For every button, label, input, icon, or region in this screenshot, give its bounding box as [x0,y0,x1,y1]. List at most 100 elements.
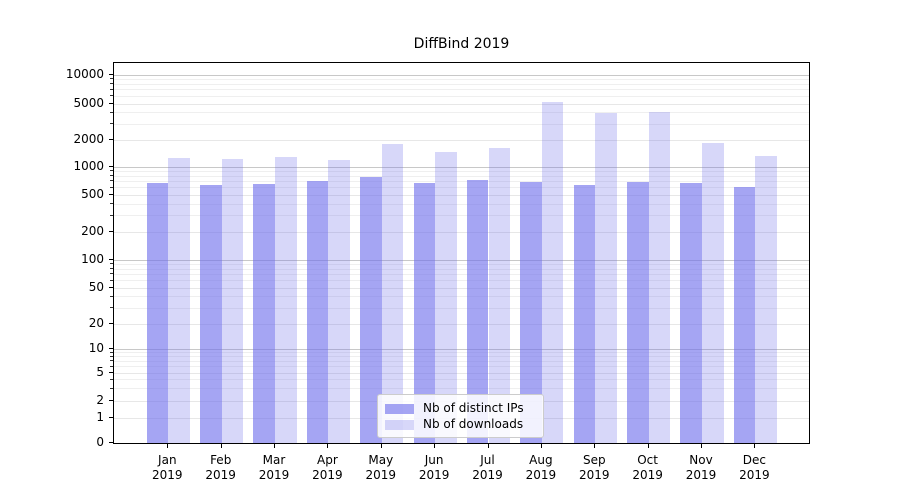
x-tick-label-jul: Jul 2019 [458,453,518,483]
y-tick-label: 50 [88,280,104,294]
y-tick-mark [109,323,113,324]
y-minor-tick-mark [110,365,113,367]
y-gridline-5 [114,372,809,374]
x-tick-mark [220,444,222,448]
x-tick-mark [540,444,542,448]
y-gridline-minor [114,83,809,85]
bar-downloads-nov [702,142,724,443]
x-tick-label-mar: Mar 2019 [244,453,304,483]
month-name: Mar [262,453,286,467]
y-tick-mark [109,400,113,401]
y-tick-label: 5 [96,365,104,379]
y-gridline-minor [114,123,809,125]
y-gridline-50 [114,287,809,289]
bar-distinct-ips-aug [520,181,542,443]
y-tick-label: 1 [96,410,104,424]
y-gridline-20 [114,323,809,325]
y-gridline-500 [114,194,809,196]
y-gridline-minor [114,170,809,172]
bar-downloads-jun [435,151,457,443]
y-minor-tick-mark [110,355,113,357]
bar-downloads-oct [648,112,671,443]
legend-row-distinct-ips: Nb of distinct IPs [385,401,535,416]
y-minor-tick-mark [110,88,113,90]
y-minor-tick-mark [110,360,113,362]
bar-distinct-ips-dec [733,186,756,443]
bar-downloads-jul [488,148,511,443]
bar-distinct-ips-oct [627,181,649,443]
y-gridline-1000 [114,166,809,168]
x-tick-label-aug: Aug 2019 [511,453,571,483]
bar-distinct-ips-feb [200,185,222,443]
x-tick-label-jan: Jan 2019 [137,453,197,483]
x-tick-mark [754,444,756,448]
y-tick-label: 10000 [65,67,104,81]
month-name: Nov [689,453,713,467]
y-gridline-minor [114,296,809,298]
bar-distinct-ips-jan [146,183,169,443]
bar-distinct-ips-sep [573,185,596,443]
y-gridline-minor [114,78,809,80]
y-minor-tick-mark [110,295,113,297]
legend-row-downloads: Nb of downloads [385,417,535,432]
y-tick-label: 2000 [73,132,104,146]
y-gridline-minor [114,112,809,114]
y-tick-label: 2 [96,393,104,407]
y-gridline-minor [114,388,809,390]
y-tick-mark [109,139,113,140]
y-tick-label: 200 [81,224,104,238]
y-gridline-minor [114,366,809,368]
y-tick-label: 100 [81,252,104,266]
x-tick-mark [167,444,169,448]
month-year: 2019 [312,468,343,482]
y-tick-mark [109,417,113,418]
month-name: Jul [480,453,495,467]
month-name: Feb [210,453,232,467]
y-tick-mark [109,442,113,443]
y-gridline-10000 [114,74,809,76]
y-gridline-10 [114,348,809,350]
y-gridline-100 [114,259,809,261]
x-tick-mark [594,444,596,448]
x-tick-mark [434,444,436,448]
month-name: Oct [637,453,658,467]
x-tick-label-oct: Oct 2019 [618,453,678,483]
y-minor-tick-mark [110,170,113,172]
y-gridline-minor [114,263,809,265]
y-tick-mark [109,287,113,288]
x-tick-label-dec: Dec 2019 [724,453,784,483]
month-year: 2019 [152,468,183,482]
month-year: 2019 [632,468,663,482]
legend-label-distinct-ips: Nb of distinct IPs [423,401,524,415]
bar-distinct-ips-apr [306,181,329,443]
bar-downloads-feb [221,158,244,443]
bar-distinct-ips-jul [466,180,489,443]
y-gridline-minor [114,379,809,381]
bar-distinct-ips-may [360,177,382,443]
legend: Nb of distinct IPs Nb of downloads [377,394,544,438]
y-tick-mark [109,348,113,349]
y-tick-label: 20 [88,316,104,330]
y-gridline-minor [114,280,809,282]
y-minor-tick-mark [110,186,113,188]
y-minor-tick-mark [110,123,113,125]
bar-downloads-apr [328,159,350,443]
x-tick-label-sep: Sep 2019 [564,453,624,483]
y-minor-tick-mark [110,387,113,389]
y-gridline-2000 [114,139,809,141]
y-minor-tick-mark [110,111,113,113]
month-year: 2019 [205,468,236,482]
y-gridline-minor [114,356,809,358]
y-minor-tick-mark [110,78,113,80]
y-minor-tick-mark [110,95,113,97]
y-gridline-minor [114,273,809,275]
y-gridline-minor [114,268,809,270]
y-tick-label: 5000 [73,96,104,110]
month-year: 2019 [579,468,610,482]
y-minor-tick-mark [110,180,113,182]
month-name: Apr [317,453,338,467]
x-tick-label-may: May 2019 [351,453,411,483]
month-year: 2019 [418,468,450,482]
legend-swatch-downloads [385,419,414,430]
y-gridline-minor [114,352,809,354]
